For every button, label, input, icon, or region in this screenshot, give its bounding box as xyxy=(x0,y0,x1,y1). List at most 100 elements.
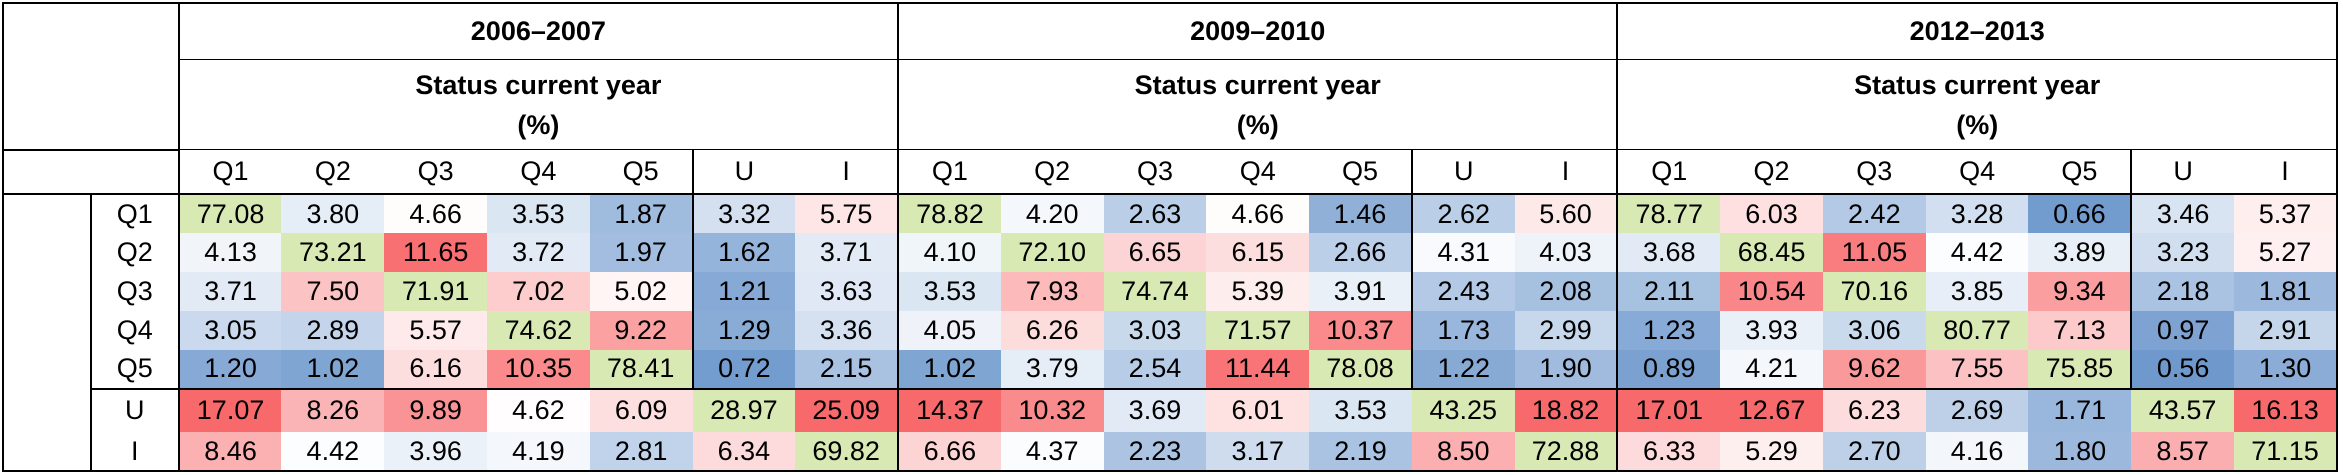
matrix-cell: 2.66 xyxy=(1309,233,1412,273)
matrix-cell: 1.87 xyxy=(589,194,693,234)
matrix-cell: 6.15 xyxy=(1206,233,1310,273)
matrix-cell: 78.82 xyxy=(897,194,1001,234)
matrix-cell: 69.82 xyxy=(795,432,900,472)
column-label: U xyxy=(1410,149,1515,196)
matrix-cell: 4.31 xyxy=(1410,233,1515,273)
matrix-cell: 9.22 xyxy=(589,311,693,350)
matrix-cell: 10.37 xyxy=(1309,311,1412,350)
column-subtitle: Status current year (%) xyxy=(1616,59,2338,150)
matrix-cell: 4.62 xyxy=(486,387,590,433)
matrix-cell: 10.35 xyxy=(486,349,590,390)
unit-text: (%) xyxy=(517,109,560,140)
table-row: Q2 4.13 73.21 11.65 3.72 1.97 1.62 3.71 4.10 72.1… xyxy=(3,233,2338,273)
matrix-cell: 1.29 xyxy=(691,311,796,350)
matrix-cell: 4.05 xyxy=(897,311,1001,350)
column-label: Q4 xyxy=(486,149,590,196)
matrix-cell: 6.23 xyxy=(1822,387,1926,433)
matrix-cell: 2.08 xyxy=(1514,272,1619,311)
matrix-cell: 1.22 xyxy=(1410,349,1515,389)
matrix-cell: 25.09 xyxy=(795,387,900,433)
matrix-cell: 11.05 xyxy=(1822,233,1926,273)
subtitle-text: Status current year xyxy=(1134,69,1381,100)
table-row: U 17.07 8.26 9.89 4.62 6.09 28.97 25.09 14.37 10.… xyxy=(3,387,2338,433)
column-subtitle: Status current year (%) xyxy=(897,59,1619,150)
matrix-cell: 78.08 xyxy=(1309,349,1412,390)
matrix-cell: 16.13 xyxy=(2234,387,2338,433)
matrix-cell: 5.02 xyxy=(589,272,693,311)
matrix-cell: 9.34 xyxy=(2028,272,2132,311)
matrix-cell: 0.89 xyxy=(1616,349,1721,390)
matrix-cell: 2.99 xyxy=(1514,311,1619,350)
matrix-cell: 1.97 xyxy=(589,233,693,273)
table-row: Q1 Q2 Q3 Q4 Q5 U I Q1 Q2 Q3 Q4 Q5 U I Q1 Q2 Q3 Q4 Q5 U I xyxy=(2,149,2338,196)
row-label: U xyxy=(90,387,180,433)
matrix-cell: 8.26 xyxy=(281,387,385,433)
matrix-cell: 2.42 xyxy=(1822,194,1926,234)
matrix-cell: 72.10 xyxy=(1000,233,1104,273)
matrix-cell: 11.44 xyxy=(1206,349,1310,390)
row-axis-label: Status 1 year ago xyxy=(2,194,92,472)
matrix-cell: 4.19 xyxy=(486,432,590,472)
matrix-cell: 6.09 xyxy=(589,387,693,433)
matrix-cell: 1.90 xyxy=(1514,349,1619,389)
matrix-cell: 3.03 xyxy=(1103,311,1207,350)
column-label: Q1 xyxy=(177,149,282,196)
row-label: Q3 xyxy=(90,272,180,311)
matrix-cell: 10.32 xyxy=(1000,387,1104,433)
matrix-cell: 71.57 xyxy=(1206,311,1310,350)
matrix-cell: 1.30 xyxy=(2234,349,2338,389)
column-label: Q5 xyxy=(589,149,693,196)
matrix-cell: 7.93 xyxy=(1000,272,1104,311)
matrix-cell: 5.37 xyxy=(2234,194,2338,234)
matrix-cell: 3.53 xyxy=(1309,387,1412,433)
matrix-cell: 28.97 xyxy=(692,387,796,433)
matrix-cell: 3.89 xyxy=(2028,233,2132,273)
matrix-cell: 71.91 xyxy=(384,272,487,311)
table-row: 2006–2007 2009–2010 2012–2013 xyxy=(2,1,2338,151)
table-row: Q4 3.05 2.89 5.57 74.62 9.22 1.29 3.36 4.05 6.26 3… xyxy=(3,311,2338,350)
matrix-cell: 0.97 xyxy=(2130,311,2234,350)
matrix-cell: 6.66 xyxy=(897,432,1001,472)
column-label: I xyxy=(795,149,900,196)
unit-text: (%) xyxy=(1236,109,1279,140)
matrix-cell: 7.02 xyxy=(486,272,590,311)
matrix-cell: 1.20 xyxy=(177,349,282,390)
row-label: Q5 xyxy=(90,349,180,389)
corner-cell-lower xyxy=(2,149,180,196)
matrix-cell: 2.69 xyxy=(1925,387,2029,433)
matrix-cell: 3.80 xyxy=(281,194,385,234)
matrix-cell: 68.45 xyxy=(1720,233,1823,273)
matrix-cell: 78.41 xyxy=(589,349,693,390)
matrix-cell: 3.71 xyxy=(795,233,900,273)
table-row: Status 1 year agoQ177.083.804.663.531.87… xyxy=(2,194,2338,472)
matrix-cell: 4.21 xyxy=(1720,349,1823,390)
corner-cell xyxy=(2,2,180,151)
column-label: Q2 xyxy=(281,149,385,196)
matrix-cell: 3.63 xyxy=(795,272,900,311)
matrix-cell: 12.67 xyxy=(1720,387,1823,433)
matrix-cell: 74.74 xyxy=(1103,272,1207,311)
matrix-cell: 1.23 xyxy=(1616,311,1721,350)
column-label: I xyxy=(1514,149,1619,196)
matrix-cell: 2.43 xyxy=(1410,272,1515,311)
matrix-cell: 2.62 xyxy=(1410,194,1515,234)
matrix-cell: 3.28 xyxy=(1925,194,2029,234)
matrix-cell: 6.01 xyxy=(1206,387,1310,433)
subtitle-text: Status current year xyxy=(1854,69,2101,100)
matrix-cell: 0.72 xyxy=(691,349,796,389)
matrix-cell: 3.36 xyxy=(795,311,900,350)
matrix-cell: 3.79 xyxy=(1000,349,1104,390)
matrix-cell: 2.15 xyxy=(795,349,900,389)
matrix-cell: 6.33 xyxy=(1616,432,1721,472)
matrix-cell: 4.20 xyxy=(1000,194,1104,234)
matrix-cell: 2.91 xyxy=(2234,311,2338,350)
column-label: Q4 xyxy=(1925,149,2029,196)
matrix-cell: 6.26 xyxy=(1000,311,1104,350)
unit-text: (%) xyxy=(1956,109,1999,140)
matrix-cell: 3.17 xyxy=(1206,432,1310,472)
matrix-cell: 5.75 xyxy=(795,194,900,234)
matrix-cell: 77.08 xyxy=(177,194,282,234)
matrix-cell: 1.73 xyxy=(1410,311,1515,350)
matrix-cell: 2.11 xyxy=(1616,272,1721,311)
